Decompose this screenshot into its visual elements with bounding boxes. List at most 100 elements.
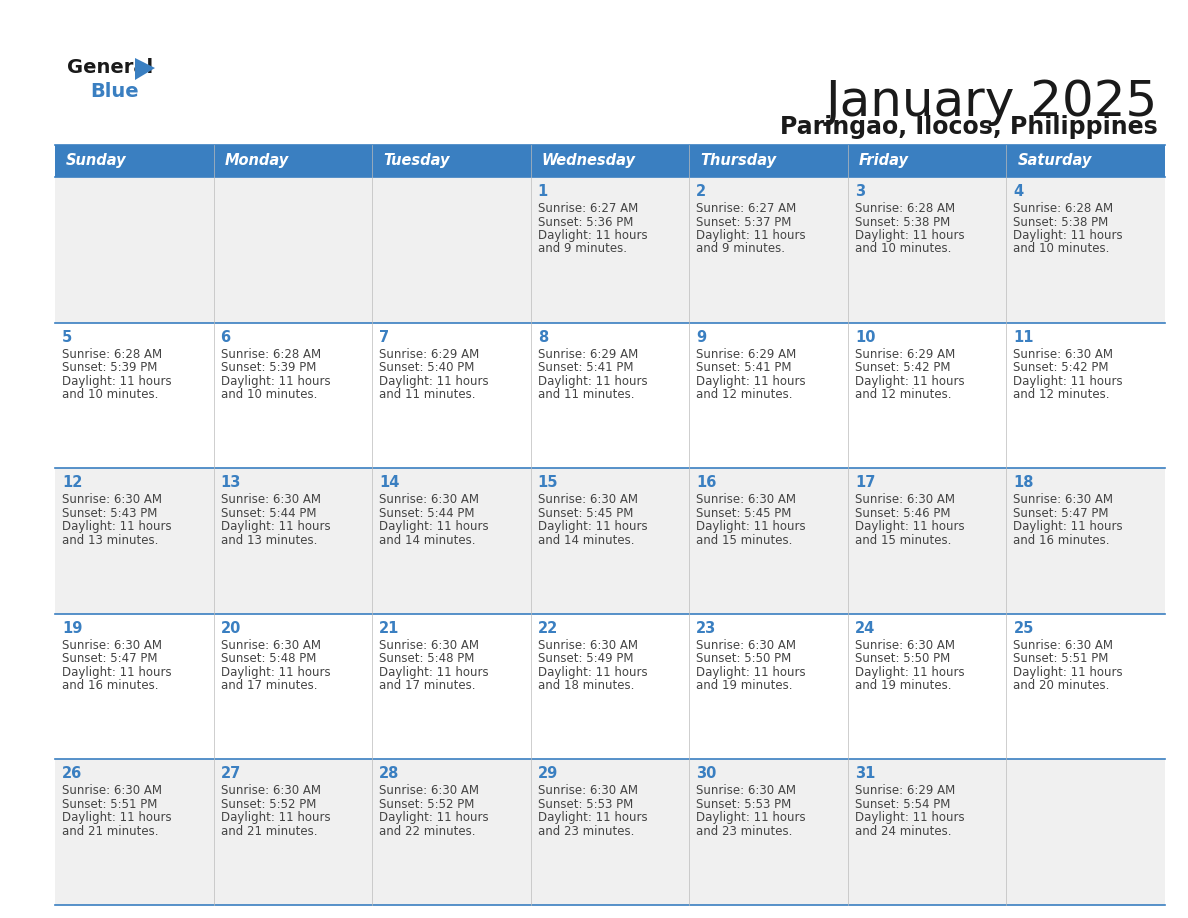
Text: Daylight: 11 hours: Daylight: 11 hours xyxy=(62,375,171,387)
Text: and 11 minutes.: and 11 minutes. xyxy=(538,388,634,401)
Text: Daylight: 11 hours: Daylight: 11 hours xyxy=(1013,666,1123,678)
Text: and 16 minutes.: and 16 minutes. xyxy=(1013,533,1110,547)
Text: Sunrise: 6:30 AM: Sunrise: 6:30 AM xyxy=(696,784,796,798)
Text: 8: 8 xyxy=(538,330,548,344)
Text: Sunset: 5:43 PM: Sunset: 5:43 PM xyxy=(62,507,157,520)
Text: and 9 minutes.: and 9 minutes. xyxy=(696,242,785,255)
Text: and 21 minutes.: and 21 minutes. xyxy=(62,825,158,838)
Text: Daylight: 11 hours: Daylight: 11 hours xyxy=(221,521,330,533)
Text: General: General xyxy=(67,58,153,77)
Text: Sunrise: 6:30 AM: Sunrise: 6:30 AM xyxy=(538,639,638,652)
Text: Daylight: 11 hours: Daylight: 11 hours xyxy=(221,375,330,387)
Text: Daylight: 11 hours: Daylight: 11 hours xyxy=(696,229,805,242)
Text: 17: 17 xyxy=(855,476,876,490)
Text: Sunrise: 6:30 AM: Sunrise: 6:30 AM xyxy=(1013,348,1113,361)
Text: 9: 9 xyxy=(696,330,707,344)
Text: Daylight: 11 hours: Daylight: 11 hours xyxy=(1013,521,1123,533)
Bar xyxy=(372,145,531,177)
Text: Sunset: 5:41 PM: Sunset: 5:41 PM xyxy=(538,361,633,375)
Text: 1: 1 xyxy=(538,184,548,199)
Bar xyxy=(531,145,689,177)
Text: Sunset: 5:36 PM: Sunset: 5:36 PM xyxy=(538,216,633,229)
Text: Sunrise: 6:29 AM: Sunrise: 6:29 AM xyxy=(379,348,480,361)
Text: 2: 2 xyxy=(696,184,707,199)
Text: 30: 30 xyxy=(696,767,716,781)
Text: 20: 20 xyxy=(221,621,241,636)
Text: and 10 minutes.: and 10 minutes. xyxy=(62,388,158,401)
Text: Daylight: 11 hours: Daylight: 11 hours xyxy=(1013,375,1123,387)
Text: 10: 10 xyxy=(855,330,876,344)
Bar xyxy=(214,145,372,177)
Text: and 9 minutes.: and 9 minutes. xyxy=(538,242,627,255)
Text: 13: 13 xyxy=(221,476,241,490)
Text: Sunrise: 6:30 AM: Sunrise: 6:30 AM xyxy=(62,784,162,798)
Text: and 19 minutes.: and 19 minutes. xyxy=(855,679,952,692)
Text: Daylight: 11 hours: Daylight: 11 hours xyxy=(379,521,488,533)
Text: Daylight: 11 hours: Daylight: 11 hours xyxy=(538,666,647,678)
Text: 18: 18 xyxy=(1013,476,1034,490)
Text: Daylight: 11 hours: Daylight: 11 hours xyxy=(538,812,647,824)
Text: 11: 11 xyxy=(1013,330,1034,344)
Text: and 23 minutes.: and 23 minutes. xyxy=(696,825,792,838)
Text: Sunrise: 6:29 AM: Sunrise: 6:29 AM xyxy=(855,784,955,798)
Text: Daylight: 11 hours: Daylight: 11 hours xyxy=(62,521,171,533)
Text: and 20 minutes.: and 20 minutes. xyxy=(1013,679,1110,692)
Text: Thursday: Thursday xyxy=(701,153,777,169)
Text: Daylight: 11 hours: Daylight: 11 hours xyxy=(855,229,965,242)
Text: and 15 minutes.: and 15 minutes. xyxy=(855,533,952,547)
Text: 5: 5 xyxy=(62,330,72,344)
Text: Sunrise: 6:30 AM: Sunrise: 6:30 AM xyxy=(538,784,638,798)
Text: Sunrise: 6:27 AM: Sunrise: 6:27 AM xyxy=(538,202,638,215)
Text: Sunset: 5:53 PM: Sunset: 5:53 PM xyxy=(538,798,633,811)
Text: January 2025: January 2025 xyxy=(826,78,1158,126)
Text: 21: 21 xyxy=(379,621,399,636)
Text: and 13 minutes.: and 13 minutes. xyxy=(62,533,158,547)
Text: and 14 minutes.: and 14 minutes. xyxy=(538,533,634,547)
Text: Sunrise: 6:28 AM: Sunrise: 6:28 AM xyxy=(62,348,162,361)
Text: Daylight: 11 hours: Daylight: 11 hours xyxy=(62,666,171,678)
Text: Sunset: 5:38 PM: Sunset: 5:38 PM xyxy=(855,216,950,229)
Text: 23: 23 xyxy=(696,621,716,636)
Text: Sunrise: 6:30 AM: Sunrise: 6:30 AM xyxy=(379,639,479,652)
Text: Sunrise: 6:30 AM: Sunrise: 6:30 AM xyxy=(855,493,955,506)
Text: Sunset: 5:52 PM: Sunset: 5:52 PM xyxy=(379,798,474,811)
Text: Sunrise: 6:30 AM: Sunrise: 6:30 AM xyxy=(1013,493,1113,506)
Text: Sunset: 5:44 PM: Sunset: 5:44 PM xyxy=(221,507,316,520)
Text: Sunrise: 6:30 AM: Sunrise: 6:30 AM xyxy=(221,493,321,506)
Text: Daylight: 11 hours: Daylight: 11 hours xyxy=(855,666,965,678)
Text: Sunrise: 6:29 AM: Sunrise: 6:29 AM xyxy=(696,348,796,361)
Bar xyxy=(55,145,214,177)
Text: Sunrise: 6:30 AM: Sunrise: 6:30 AM xyxy=(221,639,321,652)
Text: Daylight: 11 hours: Daylight: 11 hours xyxy=(221,666,330,678)
Text: Daylight: 11 hours: Daylight: 11 hours xyxy=(696,375,805,387)
Text: Sunset: 5:45 PM: Sunset: 5:45 PM xyxy=(696,507,791,520)
Text: 4: 4 xyxy=(1013,184,1024,199)
Text: Sunset: 5:47 PM: Sunset: 5:47 PM xyxy=(62,653,158,666)
Text: Sunrise: 6:30 AM: Sunrise: 6:30 AM xyxy=(379,493,479,506)
Text: Daylight: 11 hours: Daylight: 11 hours xyxy=(221,812,330,824)
Text: Sunrise: 6:30 AM: Sunrise: 6:30 AM xyxy=(62,639,162,652)
Text: Sunset: 5:54 PM: Sunset: 5:54 PM xyxy=(855,798,950,811)
Text: and 14 minutes.: and 14 minutes. xyxy=(379,533,475,547)
Text: Sunrise: 6:30 AM: Sunrise: 6:30 AM xyxy=(1013,639,1113,652)
Text: Sunset: 5:44 PM: Sunset: 5:44 PM xyxy=(379,507,475,520)
Bar xyxy=(848,145,1006,177)
Text: and 13 minutes.: and 13 minutes. xyxy=(221,533,317,547)
Text: Daylight: 11 hours: Daylight: 11 hours xyxy=(379,375,488,387)
Bar xyxy=(55,177,1165,322)
Text: Sunset: 5:50 PM: Sunset: 5:50 PM xyxy=(855,653,950,666)
Text: 24: 24 xyxy=(855,621,876,636)
Text: Daylight: 11 hours: Daylight: 11 hours xyxy=(855,375,965,387)
Text: 15: 15 xyxy=(538,476,558,490)
Text: Sunset: 5:42 PM: Sunset: 5:42 PM xyxy=(855,361,950,375)
Text: Wednesday: Wednesday xyxy=(542,153,636,169)
Text: Blue: Blue xyxy=(90,82,139,101)
Text: Daylight: 11 hours: Daylight: 11 hours xyxy=(538,229,647,242)
Text: and 15 minutes.: and 15 minutes. xyxy=(696,533,792,547)
Text: 28: 28 xyxy=(379,767,399,781)
Text: Sunrise: 6:30 AM: Sunrise: 6:30 AM xyxy=(696,493,796,506)
Text: and 23 minutes.: and 23 minutes. xyxy=(538,825,634,838)
Text: Sunrise: 6:29 AM: Sunrise: 6:29 AM xyxy=(538,348,638,361)
Text: Sunrise: 6:28 AM: Sunrise: 6:28 AM xyxy=(1013,202,1113,215)
Text: Sunrise: 6:30 AM: Sunrise: 6:30 AM xyxy=(696,639,796,652)
